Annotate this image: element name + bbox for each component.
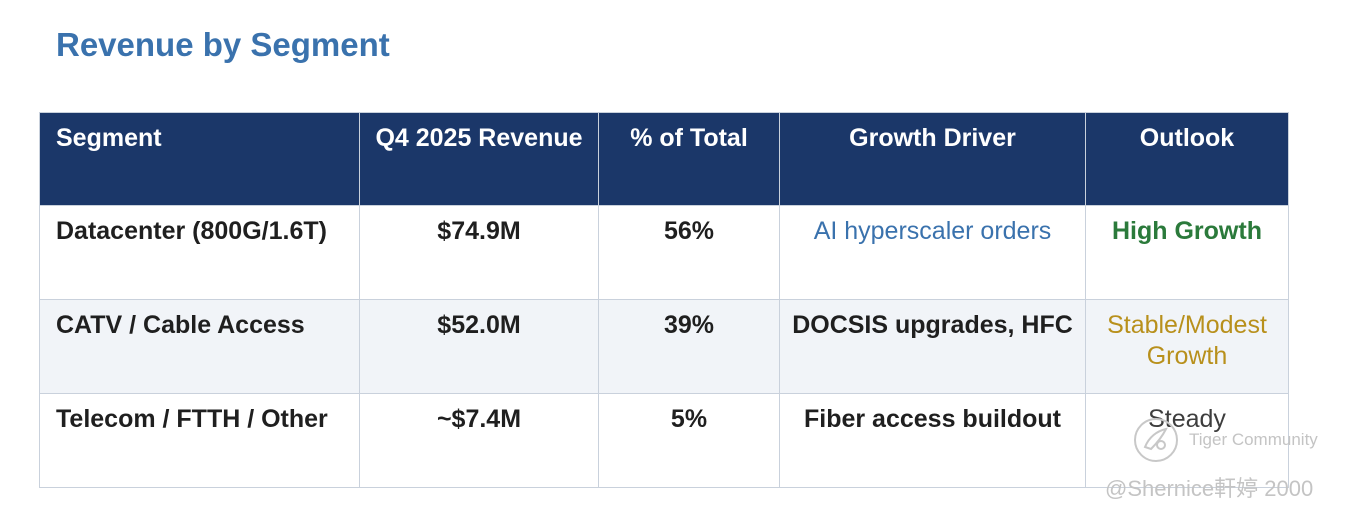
header-growth-driver: Growth Driver [779, 112, 1086, 206]
outlook-cell: Stable/Modest Growth [1085, 299, 1289, 394]
table-header-row: Segment Q4 2025 Revenue % of Total Growt… [39, 112, 1289, 206]
tiger-community-logo-icon [1134, 418, 1178, 462]
outlook-cell: High Growth [1085, 205, 1289, 300]
watermark: Tiger Community @Shernice軒婷 2000 [1105, 415, 1333, 505]
watermark-brand: Tiger Community [1189, 430, 1318, 449]
segment-cell: Telecom / FTTH / Other [39, 393, 360, 488]
segment-cell: CATV / Cable Access [39, 299, 360, 394]
table-row: Telecom / FTTH / Other ~$7.4M 5% Fiber a… [39, 393, 1289, 488]
revenue-cell: ~$7.4M [359, 393, 599, 488]
growth-driver-cell: AI hyperscaler orders [779, 205, 1086, 300]
header-outlook: Outlook [1085, 112, 1289, 206]
growth-driver-cell: Fiber access buildout [779, 393, 1086, 488]
percent-cell: 56% [598, 205, 780, 300]
segment-cell: Datacenter (800G/1.6T) [39, 205, 360, 300]
watermark-user: @Shernice軒婷 2000 [1105, 476, 1314, 501]
revenue-segment-table: Segment Q4 2025 Revenue % of Total Growt… [39, 112, 1289, 488]
revenue-cell: $74.9M [359, 205, 599, 300]
table-row: CATV / Cable Access $52.0M 39% DOCSIS up… [39, 299, 1289, 394]
percent-cell: 5% [598, 393, 780, 488]
header-revenue: Q4 2025 Revenue [359, 112, 599, 206]
growth-driver-cell: DOCSIS upgrades, HFC [779, 299, 1086, 394]
header-segment: Segment [39, 112, 360, 206]
revenue-cell: $52.0M [359, 299, 599, 394]
outlook-cell: Steady [1085, 393, 1289, 488]
page-title: Revenue by Segment [56, 26, 390, 63]
percent-cell: 39% [598, 299, 780, 394]
header-percent: % of Total [598, 112, 780, 206]
table-row: Datacenter (800G/1.6T) $74.9M 56% AI hyp… [39, 205, 1289, 300]
